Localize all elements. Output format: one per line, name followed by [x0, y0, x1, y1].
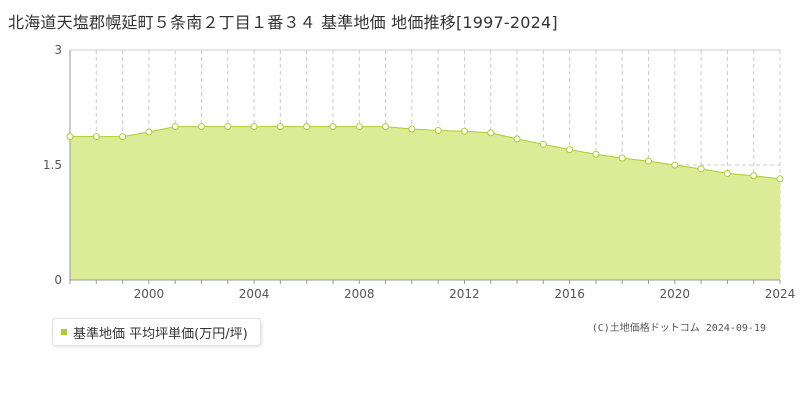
data-point	[618, 154, 626, 162]
data-point	[303, 123, 311, 131]
axes	[69, 50, 781, 284]
data-point	[329, 123, 337, 131]
y-tick-label: 1.5	[43, 158, 62, 172]
x-tick-label: 2004	[239, 287, 270, 301]
data-point	[723, 169, 731, 177]
data-point	[197, 123, 205, 131]
copyright-text: (C)土地価格ドットコム 2024-09-19	[591, 323, 766, 334]
data-point	[92, 133, 100, 141]
x-tick-label: 2024	[765, 287, 796, 301]
y-tick-label: 3	[54, 43, 62, 57]
legend-label: 基準地価 平均坪単価(万円/坪)	[73, 326, 248, 342]
data-point	[750, 172, 758, 180]
data-point	[408, 125, 416, 133]
x-tick-label: 2000	[134, 287, 165, 301]
series-area-fill	[70, 126, 780, 280]
data-point	[382, 123, 390, 131]
chart-title: 北海道天塩郡幌延町５条南２丁目１番３４ 基準地価 地価推移[1997-2024]	[8, 13, 558, 32]
data-point	[671, 161, 679, 169]
legend-marker-icon	[61, 329, 67, 335]
data-point	[697, 165, 705, 173]
data-point	[145, 128, 153, 136]
data-point	[66, 133, 74, 141]
data-point	[250, 123, 258, 131]
data-point	[119, 133, 127, 141]
x-tick-label: 2008	[344, 287, 375, 301]
x-tick-label: 2012	[449, 287, 480, 301]
series-line	[70, 126, 781, 180]
data-point	[355, 123, 363, 131]
data-point	[487, 129, 495, 137]
data-point	[566, 146, 574, 154]
data-point	[513, 135, 521, 143]
series-markers	[66, 123, 784, 183]
data-point	[224, 123, 232, 131]
x-tick-label: 2016	[554, 287, 585, 301]
data-point	[276, 123, 284, 131]
data-point	[776, 175, 784, 183]
data-point	[645, 157, 653, 165]
tick-labels: 0 1.5 3 2000 2004 2008 2012 2016 2020 2024	[43, 43, 795, 301]
data-point	[592, 150, 600, 158]
legend[interactable]: 基準地価 平均坪単価(万円/坪)	[52, 318, 261, 346]
data-point	[434, 127, 442, 134]
data-point	[171, 123, 179, 131]
y-tick-label: 0	[54, 273, 62, 287]
data-point	[539, 140, 547, 148]
x-tick-label: 2020	[660, 287, 691, 301]
data-point	[460, 127, 468, 135]
